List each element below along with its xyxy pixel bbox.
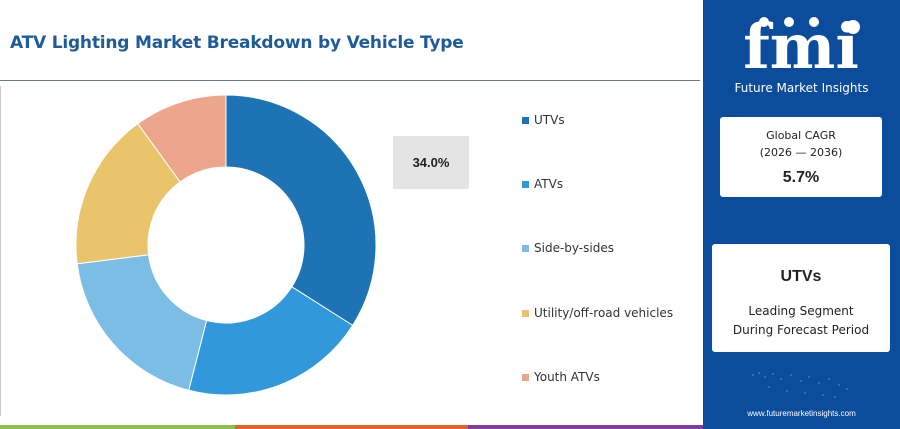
donut-slice-youth-atvs: [137, 94, 227, 183]
leading-segment-card: UTVs Leading Segment During Forecast Per…: [712, 244, 890, 352]
legend-item: UTVs: [522, 113, 565, 127]
logo-subtitle: Future Market Insights: [734, 81, 869, 95]
legend-label: Utility/off-road vehicles: [534, 306, 674, 320]
legend-item: Youth ATVs: [522, 370, 600, 384]
legend-item: ATVs: [522, 177, 563, 191]
title-divider: [0, 80, 700, 81]
legend-item: Utility/off-road vehicles: [522, 306, 673, 320]
logo-text: fmi: [743, 16, 859, 80]
legend-item: Side-by-sides: [522, 241, 614, 255]
donut-slice-side-by-sides: [76, 254, 208, 391]
website-url: www.futuremarketinsights.com: [747, 409, 856, 418]
leading-segment-desc-1: Leading Segment: [748, 304, 854, 318]
legend-label: ATVs: [534, 177, 564, 191]
cagr-label: Global CAGR: [766, 129, 836, 142]
logo-globe-icons: [759, 17, 860, 34]
legend-swatch: [522, 180, 529, 188]
fmi-logo: fmi: [743, 16, 860, 80]
donut-slice-utvs: [225, 94, 377, 327]
legend-swatch: [522, 244, 529, 252]
cagr-card: Global CAGR (2026 — 2036) 5.7%: [720, 117, 882, 197]
sidebar: fmi Future Market Insights Global CAGR (…: [703, 0, 900, 429]
leading-segment-name: UTVs: [780, 268, 822, 285]
bottom-bar-segment: [0, 425, 235, 429]
world-map-decoration: [752, 372, 848, 398]
chart-panel: ATV Lighting Market Breakdown by Vehicle…: [0, 33, 700, 416]
bottom-bar-segment: [468, 425, 703, 429]
legend-label: Side-by-sides: [534, 241, 614, 255]
highlight-value-callout: 34.0%: [393, 136, 469, 189]
cagr-value: 5.7%: [782, 169, 820, 186]
bottom-bar-segment: [235, 425, 468, 429]
legend-label: Youth ATVs: [534, 370, 600, 384]
cagr-period: (2026 — 2036): [759, 146, 843, 159]
legend-swatch: [522, 116, 529, 124]
donut-slice-atvs: [188, 286, 354, 396]
leading-segment-desc-2: During Forecast Period: [732, 323, 870, 337]
panel-border: [0, 86, 1, 416]
donut-chart: [75, 94, 377, 396]
legend-label: UTVs: [534, 113, 565, 127]
legend-swatch: [522, 373, 529, 381]
page-title: ATV Lighting Market Breakdown by Vehicle…: [10, 33, 464, 53]
legend-swatch: [522, 309, 529, 317]
